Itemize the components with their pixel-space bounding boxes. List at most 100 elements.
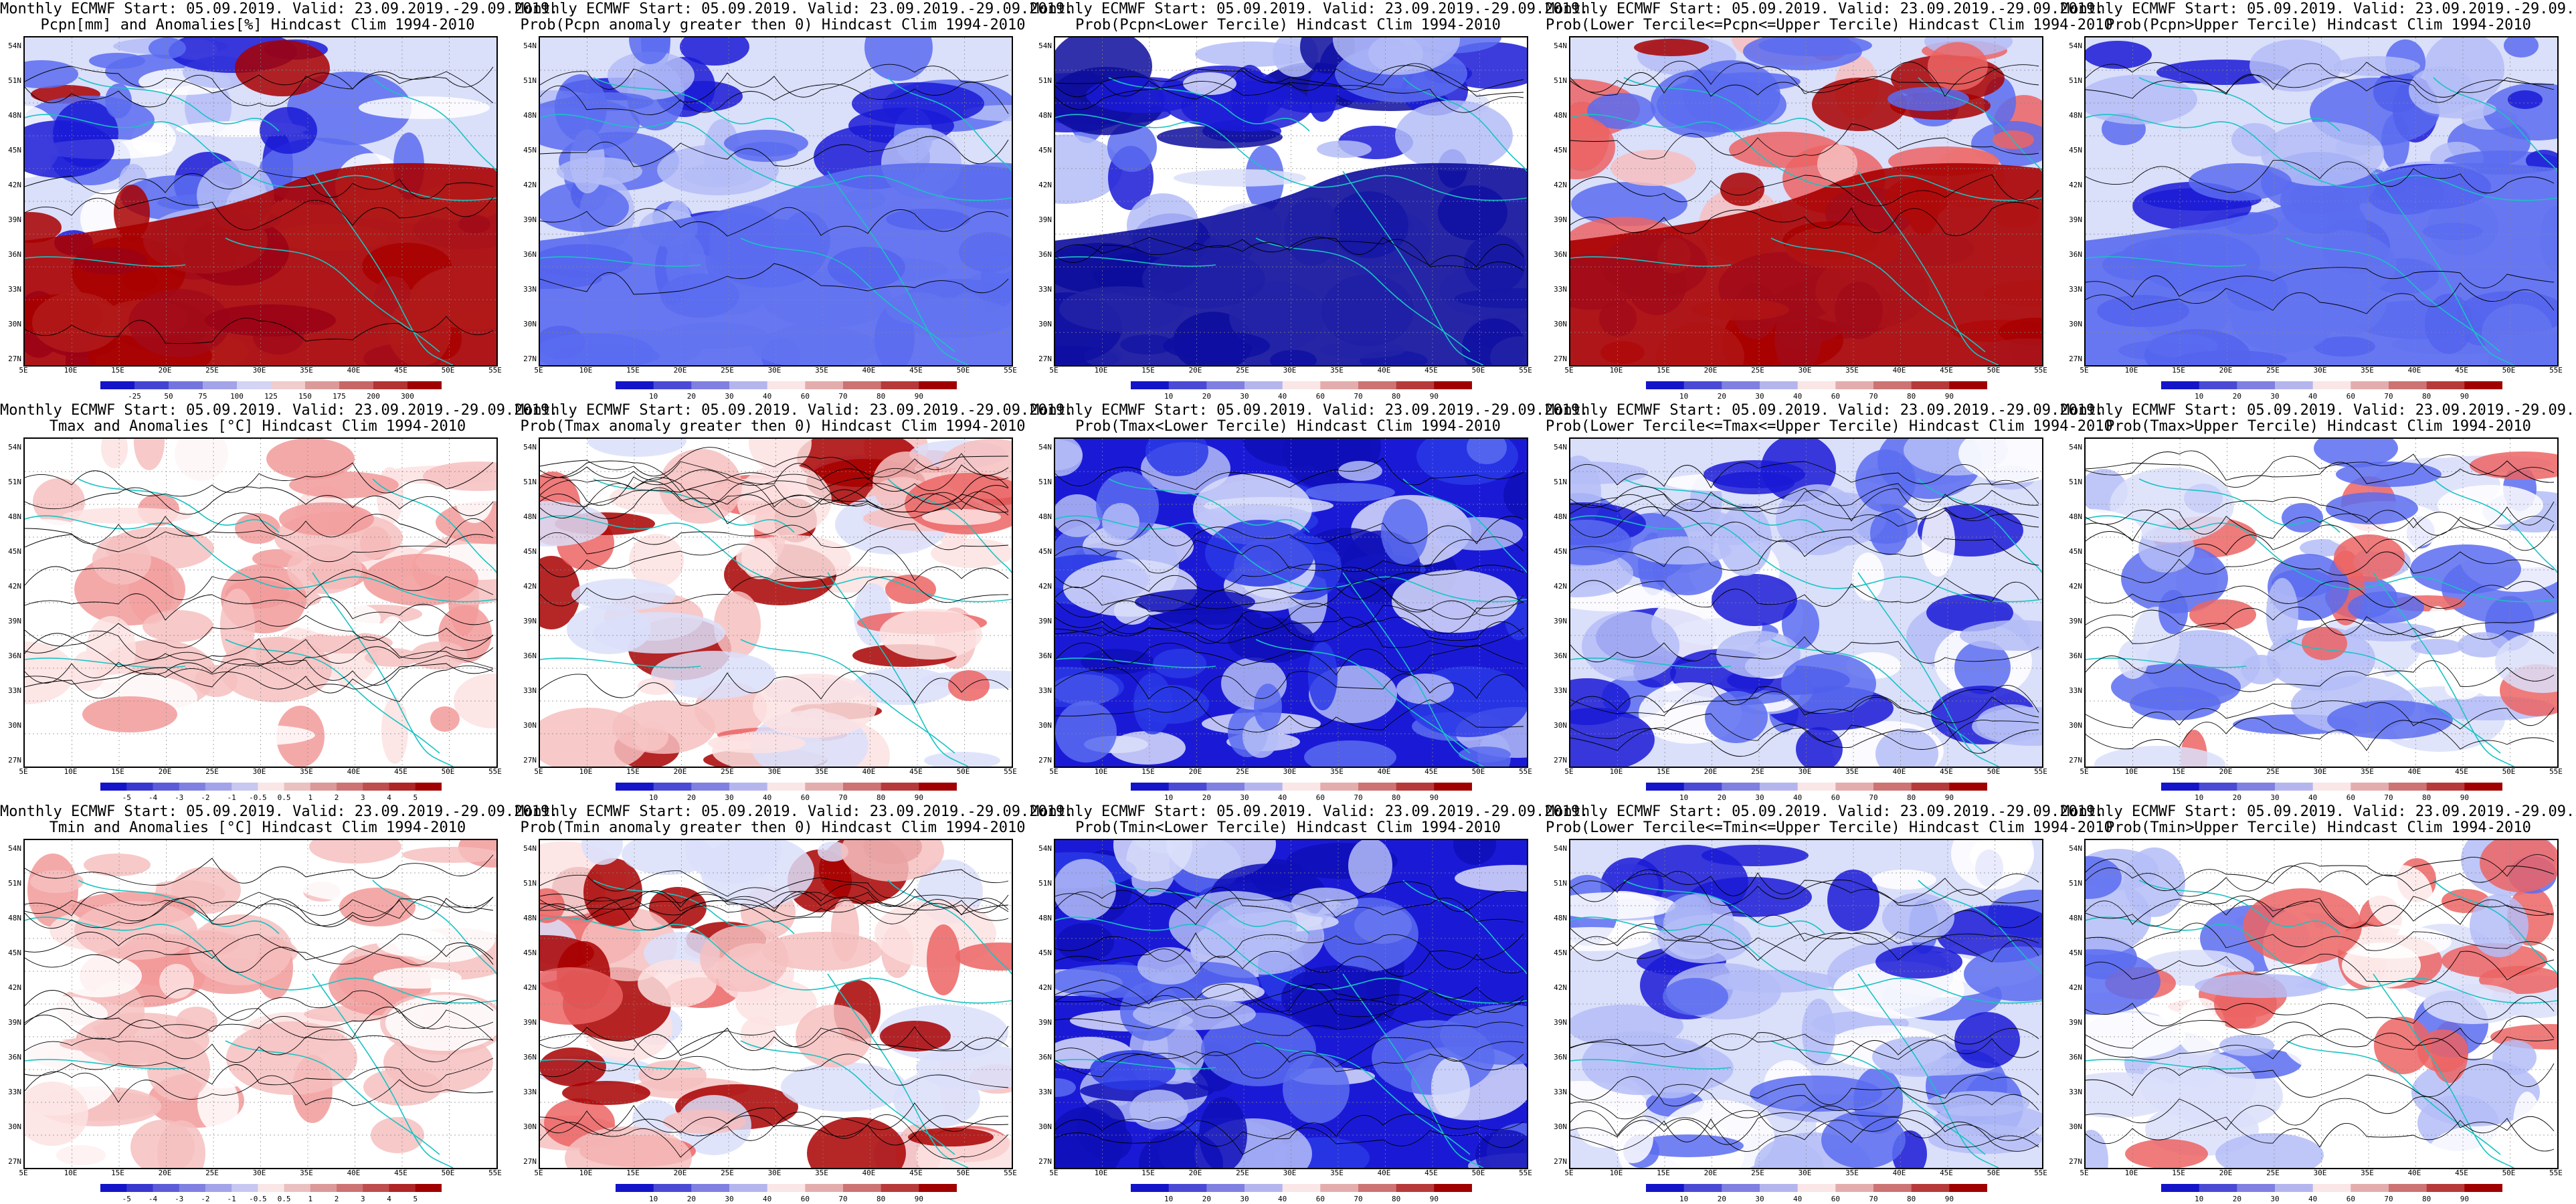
contour-line [1055,65,1524,98]
colorbar-swatch [1168,1184,1207,1192]
shading-patch [1304,740,1396,767]
colorbar-tick-label: 60 [1831,793,1840,802]
shading-patch [260,107,317,154]
shading-patch [2086,879,2151,955]
colorbar-swatch [653,783,692,791]
lon-tick-label: 35E [1845,366,1859,375]
panel-title-line1: Monthly ECMWF Start: 05.09.2019. Valid: … [1546,803,2104,820]
colorbar-tick-label: 30 [2270,793,2280,802]
lat-tick-label: 51N [1038,879,1052,888]
lat-tick-label: 33N [523,285,537,294]
contour-line [25,462,494,497]
shading-patch [587,439,686,457]
colorbar-swatch [1320,381,1359,389]
lon-tick-label: 55E [2549,366,2563,375]
contour-line [1570,721,2039,757]
contour-line [1055,601,1524,635]
contour-line [1570,123,2039,160]
lon-tick-label: 5E [1564,1169,1574,1177]
lat-tick-label: 48N [1554,111,1567,120]
lon-tick-label: 5E [2080,1169,2089,1177]
lon-tick-label: 30E [2313,366,2327,375]
lat-tick-label: 30N [8,320,21,328]
shading-patch [1090,1050,1176,1090]
shading-patch [540,98,640,151]
lon-tick-label: 35E [815,366,828,375]
colorbar-tick-label: 30 [725,392,734,401]
shading-patch [1712,574,1797,626]
colorbar-swatch [232,1184,258,1192]
shading-patch [63,508,191,524]
colorbar-tick-label: 10 [1679,793,1689,802]
colorbar-swatches [1131,783,1472,791]
shading-patch [2423,984,2524,1024]
contour-line [1055,458,1524,490]
coastline [2138,478,2340,533]
shading-patch [359,96,490,119]
contour-line [1055,536,1524,574]
colorbar-tick-label: 125 [264,392,278,401]
colorbar-tick-label: 0.5 [277,793,291,802]
coastline [372,478,496,573]
shading-patch [2336,462,2442,487]
colorbar-tick-label: -3 [175,1195,184,1203]
southern-band [1570,163,2042,365]
lon-tick-label: 40E [862,1169,876,1177]
colorbar-tick-label: 200 [367,392,380,401]
lat-tick-label: 48N [523,914,537,922]
colorbar-tick-label: 60 [2346,1195,2355,1203]
lon-tick-label: 20E [1188,767,1202,776]
lon-tick-label: 20E [673,1169,687,1177]
colorbar-swatch [2312,783,2351,791]
colorbar-swatch [1683,381,1722,389]
shading-patch [708,733,806,753]
contour-line [1055,890,1524,925]
contour-line [1570,1084,2039,1120]
colorbar-swatch [1646,381,1685,389]
map-panel: Monthly ECMWF Start: 05.09.2019. Valid: … [2061,0,2576,401]
contour-line [540,453,1009,485]
coastline [2086,916,2557,1004]
colorbar-swatch [284,783,311,791]
shading-patch [629,37,670,64]
coastline [25,916,496,1004]
colorbar-swatch [2237,783,2276,791]
contour-line [1055,581,1524,613]
colorbar-tick-label: 90 [914,392,923,401]
colorbar-tick-label: -25 [128,392,141,401]
lon-tick-label: 35E [815,1169,828,1177]
map-field [540,37,1012,365]
colorbar-swatch [767,381,806,389]
colorbar-tick-label: 60 [1315,392,1325,401]
lat-tick-label: 48N [8,111,21,120]
lat-tick-label: 33N [2069,1088,2082,1096]
lon-tick-label: 5E [19,1169,28,1177]
shading-patch [2504,37,2539,58]
coastline [1055,256,1216,267]
contour-line [25,892,494,922]
panel-title-line2: Prob(Tmin<Lower Tercile) Hindcast Clim 1… [1075,819,1501,836]
shading-patch [1875,728,1938,767]
coastline [312,973,454,1168]
colorbar [2161,381,2502,389]
colorbar [616,1184,957,1192]
shading-patch [565,1126,692,1168]
colorbar-tick-label: 10 [649,793,658,802]
forecast-map [23,839,498,1169]
colorbar-swatch [2351,1184,2389,1192]
lon-tick-label: 15E [111,1169,124,1177]
lat-tick-label: 42N [523,582,537,591]
shading-patch [1077,1100,1126,1156]
colorbar-tick-label: 90 [2460,793,2469,802]
colorbar-tick-label: 80 [1907,1195,1916,1203]
shading-patch [2442,943,2547,978]
contour-line [25,854,494,886]
lon-tick-label: 55E [488,366,502,375]
lat-tick-label: 39N [1038,617,1052,625]
coastline [2086,658,2247,668]
shading-patch [25,568,48,599]
shading-patch [430,706,460,732]
shading-patch [309,840,401,864]
colorbar-swatch [1911,1184,1950,1192]
lon-tick-label: 15E [1141,767,1155,776]
